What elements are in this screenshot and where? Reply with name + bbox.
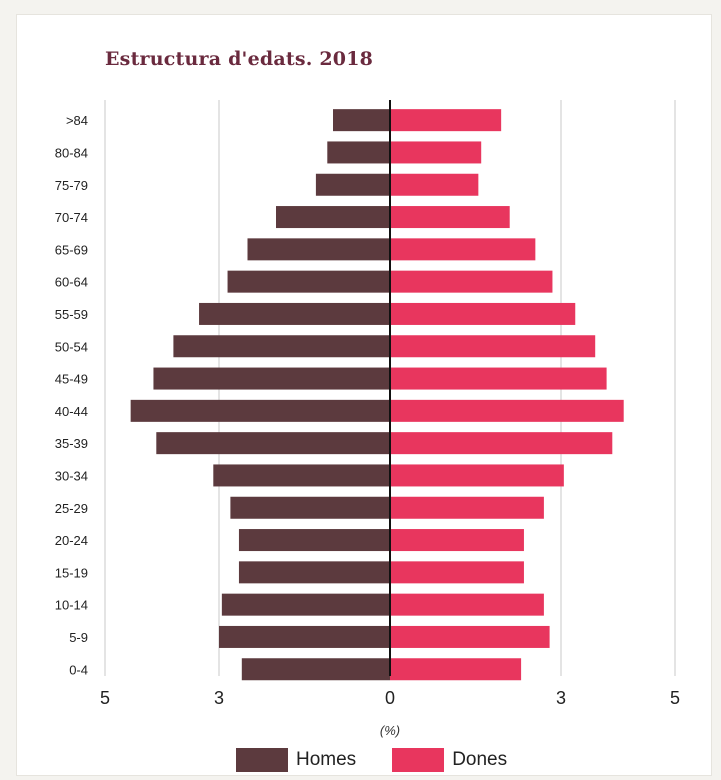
chart-card (16, 14, 712, 776)
age-label-25-29: 25-29 (55, 501, 88, 516)
age-label-10-14: 10-14 (55, 598, 88, 613)
legend-swatch-dones (392, 748, 445, 772)
bar-dones-45-49 (390, 367, 607, 390)
age-label-40-44: 40-44 (55, 404, 88, 419)
age-label-65-69: 65-69 (55, 242, 88, 257)
x-tick-label-2: 0 (385, 688, 395, 708)
bar-dones-20-24 (390, 529, 524, 552)
bar-dones-60-64 (390, 270, 553, 293)
bar-homes->84 (333, 109, 390, 132)
bar-homes-55-59 (199, 302, 390, 325)
legend-item-dones: Dones (392, 748, 507, 772)
legend: Homes Dones (236, 748, 543, 772)
bar-dones->84 (390, 109, 502, 132)
bar-homes-35-39 (156, 432, 390, 455)
legend-label-dones: Dones (452, 749, 508, 770)
bar-dones-10-14 (390, 593, 544, 616)
bar-homes-60-64 (227, 270, 390, 293)
bar-homes-40-44 (130, 399, 390, 422)
legend-label-homes: Homes (296, 749, 357, 770)
x-tick-label-0: 5 (100, 688, 110, 708)
bar-homes-50-54 (173, 335, 390, 358)
bar-dones-5-9 (390, 625, 550, 648)
bar-homes-80-84 (327, 141, 390, 164)
age-labels: >84 80-84 75-79 70-74 65-69 60-64 55-59 50-54 45… (55, 113, 88, 677)
bar-homes-5-9 (219, 625, 390, 648)
bar-dones-25-29 (390, 496, 544, 519)
bar-homes-65-69 (247, 238, 390, 261)
bar-dones-0-4 (390, 658, 522, 681)
bar-homes-10-14 (221, 593, 390, 616)
bar-dones-55-59 (390, 302, 576, 325)
bar-dones-80-84 (390, 141, 482, 164)
bar-homes-20-24 (238, 529, 390, 552)
age-label-50-54: 50-54 (55, 339, 88, 354)
x-tick-labels: 5 3 0 3 5 (100, 688, 680, 708)
age-label-30-34: 30-34 (55, 468, 88, 483)
age-label-80-84: 80-84 (55, 145, 88, 160)
age-label->84: >84 (66, 113, 88, 128)
age-label-70-74: 70-74 (55, 210, 88, 225)
bar-dones-70-74 (390, 206, 510, 229)
bar-dones-30-34 (390, 464, 564, 487)
x-tick-label-4: 5 (670, 688, 680, 708)
bar-homes-75-79 (315, 173, 390, 196)
age-label-75-79: 75-79 (55, 178, 88, 193)
legend-item-homes: Homes (236, 748, 356, 772)
age-label-45-49: 45-49 (55, 372, 88, 387)
x-tick-label-1: 3 (214, 688, 224, 708)
bar-homes-30-34 (213, 464, 390, 487)
x-tick-label-3: 3 (556, 688, 566, 708)
bar-dones-65-69 (390, 238, 536, 261)
bar-dones-75-79 (390, 173, 479, 196)
bar-dones-15-19 (390, 561, 524, 584)
age-label-20-24: 20-24 (55, 533, 88, 548)
bar-dones-50-54 (390, 335, 596, 358)
age-label-15-19: 15-19 (55, 565, 88, 580)
chart-title: Estructura d'edats. 2018 (105, 48, 374, 70)
bar-dones-40-44 (390, 399, 624, 422)
bar-homes-0-4 (241, 658, 390, 681)
bar-homes-45-49 (153, 367, 390, 390)
bar-dones-35-39 (390, 432, 613, 455)
bars (130, 100, 624, 681)
age-label-55-59: 55-59 (55, 307, 88, 322)
age-label-35-39: 35-39 (55, 436, 88, 451)
age-label-5-9: 5-9 (69, 630, 88, 645)
bar-homes-70-74 (276, 206, 390, 229)
x-axis-label: (%) (380, 723, 400, 738)
age-label-60-64: 60-64 (55, 275, 88, 290)
legend-swatch-homes (236, 748, 288, 772)
age-label-0-4: 0-4 (69, 662, 88, 677)
bar-homes-15-19 (238, 561, 390, 584)
bar-homes-25-29 (230, 496, 390, 519)
